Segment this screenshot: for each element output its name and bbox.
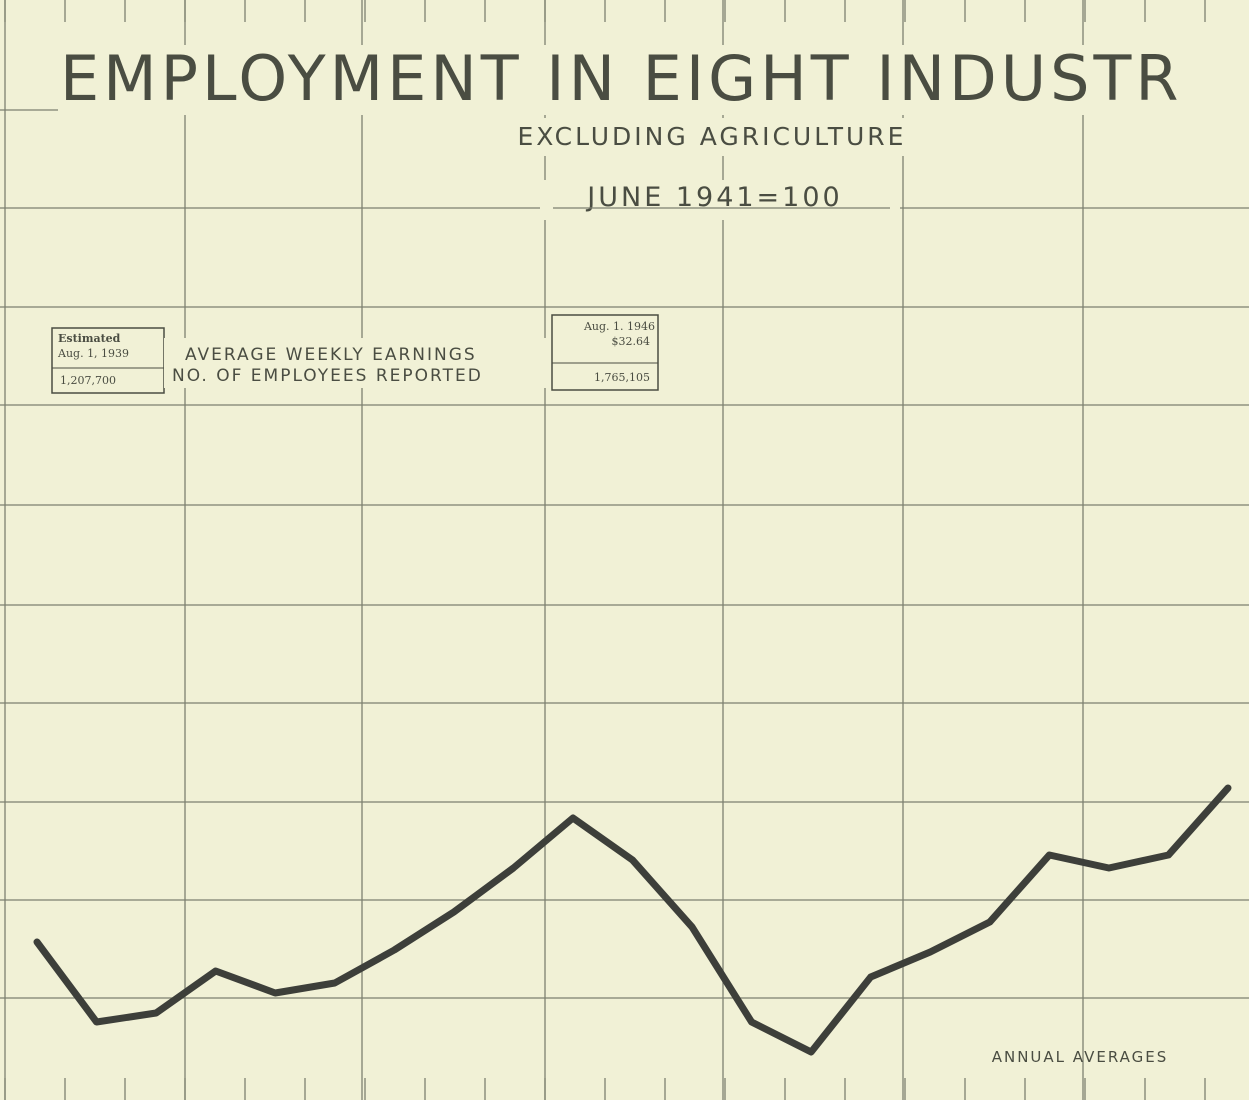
annotation: ANNUAL AVERAGES [992,1048,1169,1066]
note-box [551,314,659,391]
annotation: Aug. 1, 1939 [57,347,129,360]
annotation: Estimated [58,332,121,345]
line-series [33,784,1232,1056]
note-box [51,327,165,394]
title-backdrop [58,45,1249,115]
chart-title: EMPLOYMENT IN EIGHT INDUSTR [60,42,1182,115]
annotation: $32.64 [612,335,651,348]
label-backdrop [164,338,554,388]
annotation: 1,765,105 [594,371,650,384]
annotation: NO. OF EMPLOYEES REPORTED [172,366,483,386]
title-backdrop [440,118,980,156]
annotation: 1,207,700 [60,374,116,387]
annotation: Aug. 1. 1946 [583,320,655,333]
chart-subtitle: EXCLUDING AGRICULTURE [518,122,907,151]
title-backdrop [540,180,900,220]
annotation: AVERAGE WEEKLY EARNINGS [185,345,477,365]
